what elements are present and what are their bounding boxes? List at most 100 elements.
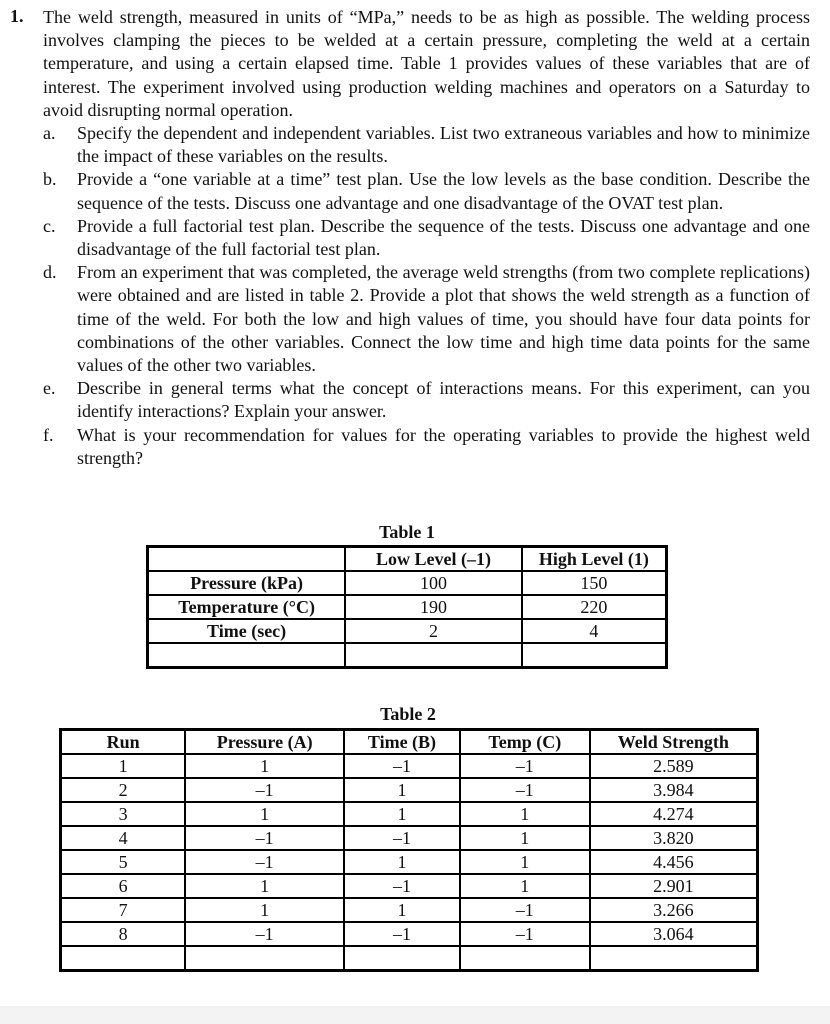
table-row: 7 1 1 –1 3.266 <box>59 897 759 923</box>
table-cell <box>59 945 187 972</box>
table-cell: 1 <box>458 801 591 827</box>
table-cell: 4.274 <box>588 801 759 827</box>
table-cell: –1 <box>343 753 461 779</box>
table-cell <box>458 945 591 972</box>
table-cell: 1 <box>343 777 461 803</box>
table-cell: 3.266 <box>588 897 759 923</box>
question-part: e. Describe in general terms what the con… <box>43 377 810 423</box>
column-header: Temp (C) <box>458 728 591 755</box>
table-cell <box>344 642 523 669</box>
part-letter: d. <box>43 262 57 283</box>
table-cell: 1 <box>184 897 346 923</box>
part-text: From an experiment that was completed, t… <box>77 262 810 376</box>
table-cell: –1 <box>184 825 346 851</box>
table-cell: 2.589 <box>588 753 759 779</box>
table-cell: –1 <box>343 921 461 947</box>
column-header: Low Level (–1) <box>344 545 523 572</box>
table-cell: 3 <box>59 801 187 827</box>
column-header: Run <box>59 728 187 755</box>
table2: Run Pressure (A) Time (B) Temp (C) Weld Stre… <box>59 728 759 972</box>
table-cell: 1 <box>343 897 461 923</box>
table-cell <box>146 642 347 669</box>
table-cell: –1 <box>458 753 591 779</box>
question-part: a. Specify the dependent and independent … <box>43 122 810 168</box>
table-cell: –1 <box>458 777 591 803</box>
table-cell <box>343 945 461 972</box>
question-part: b. Provide a “one variable at a time” tes… <box>43 168 810 214</box>
table-cell: 6 <box>59 873 187 899</box>
table-cell: –1 <box>458 897 591 923</box>
table-cell: Pressure (kPa) <box>146 570 347 596</box>
table-cell: 8 <box>59 921 187 947</box>
part-text: Describe in general terms what the conce… <box>77 378 810 422</box>
table-row: 8 –1 –1 –1 3.064 <box>59 921 759 947</box>
column-header: Weld Strength <box>588 728 759 755</box>
table-row <box>59 945 759 972</box>
table-cell: 3.820 <box>588 825 759 851</box>
table-cell: –1 <box>184 777 346 803</box>
table-cell <box>588 945 759 972</box>
table-cell: 1 <box>184 801 346 827</box>
question-part: d. From an experiment that was completed,… <box>43 261 810 377</box>
table-cell: 1 <box>458 849 591 875</box>
question-text: The weld strength, measured in units of … <box>43 7 810 120</box>
page-footer-strip <box>0 1006 830 1024</box>
table-cell: 150 <box>520 570 668 596</box>
table-cell: 5 <box>59 849 187 875</box>
column-header: Time (B) <box>343 728 461 755</box>
table-cell: 190 <box>344 594 523 620</box>
table-cell: Temperature (°C) <box>146 594 347 620</box>
table-row: 4 –1 –1 1 3.820 <box>59 825 759 851</box>
table-cell: 4 <box>520 618 668 644</box>
table-cell: 220 <box>520 594 668 620</box>
table-row: Temperature (°C) 190 220 <box>146 594 668 620</box>
part-text: What is your recommendation for values f… <box>77 424 810 468</box>
table-cell: 1 <box>59 753 187 779</box>
table-cell: Time (sec) <box>146 618 347 644</box>
table-cell: 4.456 <box>588 849 759 875</box>
part-letter: c. <box>43 215 56 236</box>
table-cell: 1 <box>343 801 461 827</box>
table-cell: 1 <box>458 873 591 899</box>
part-text: Specify the dependent and independent va… <box>77 123 810 167</box>
table-cell: 1 <box>184 873 346 899</box>
column-header <box>146 545 347 572</box>
part-letter: e. <box>43 378 56 399</box>
column-header: High Level (1) <box>520 545 668 572</box>
part-letter: b. <box>43 169 57 190</box>
table-header-row: Low Level (–1) High Level (1) <box>146 545 668 572</box>
part-text: Provide a “one variable at a time” test … <box>77 169 810 213</box>
table-cell: 1 <box>458 825 591 851</box>
table1-caption: Table 1 <box>379 522 435 542</box>
table-header-row: Run Pressure (A) Time (B) Temp (C) Weld Stre… <box>59 728 759 755</box>
table-row: Pressure (kPa) 100 150 <box>146 570 668 596</box>
table-cell: –1 <box>184 849 346 875</box>
table1: Low Level (–1) High Level (1) Pressure (kP… <box>146 545 668 669</box>
table-cell: 3.064 <box>588 921 759 947</box>
column-header: Pressure (A) <box>184 728 346 755</box>
table-cell: 100 <box>344 570 523 596</box>
table-cell: 1 <box>343 849 461 875</box>
table-cell: 2 <box>59 777 187 803</box>
part-letter: f. <box>43 424 54 445</box>
table-cell: –1 <box>458 921 591 947</box>
table-cell: 2.901 <box>588 873 759 899</box>
part-text: Provide a full factorial test plan. Desc… <box>77 215 810 260</box>
table-cell: 3.984 <box>588 777 759 803</box>
table-row: 3 1 1 1 4.274 <box>59 801 759 827</box>
question-1: 1. The weld strength, measured in units … <box>10 6 810 470</box>
question-part: c. Provide a full factorial test plan. De… <box>43 215 810 261</box>
table-cell: 7 <box>59 897 187 923</box>
table-row: 1 1 –1 –1 2.589 <box>59 753 759 779</box>
table-row <box>146 642 668 669</box>
table-cell: 4 <box>59 825 187 851</box>
question-part: f. What is your recommendation for values… <box>43 424 810 470</box>
table-row: 2 –1 1 –1 3.984 <box>59 777 759 803</box>
table-row: 5 –1 1 1 4.456 <box>59 849 759 875</box>
part-letter: a. <box>43 123 56 144</box>
table-row: 6 1 –1 1 2.901 <box>59 873 759 899</box>
question-number: 1. <box>10 6 24 26</box>
table-cell: –1 <box>184 921 346 947</box>
table-row: Time (sec) 2 4 <box>146 618 668 644</box>
table-cell: 1 <box>184 753 346 779</box>
